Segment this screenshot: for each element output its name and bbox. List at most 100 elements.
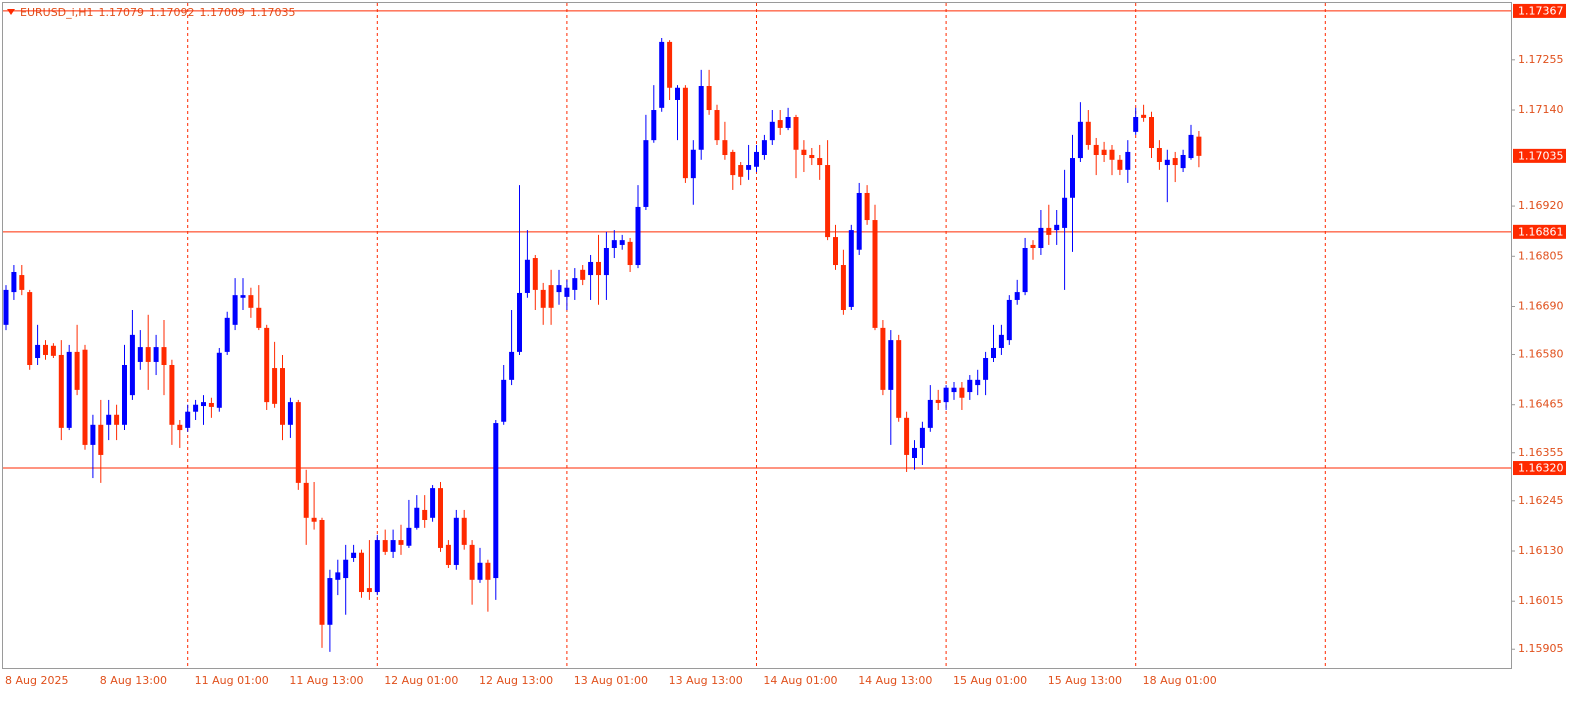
candle-body [493, 423, 499, 579]
candle-body [177, 424, 183, 431]
candle-body [659, 41, 665, 108]
candle-body [769, 121, 775, 141]
candle-body [1109, 149, 1115, 160]
candle-body [1006, 299, 1012, 341]
candle-body [588, 261, 594, 276]
level-tag [1513, 461, 1566, 476]
candle-body [517, 292, 522, 352]
candle-body [1014, 292, 1020, 300]
candle-body [738, 165, 744, 177]
candle-body [461, 517, 467, 545]
candle-body [114, 414, 120, 425]
level-tag [1513, 3, 1566, 18]
candle-body [374, 540, 380, 593]
candle-body [967, 379, 973, 393]
candle-body [635, 206, 641, 266]
candle-body [287, 402, 293, 425]
candle-body [280, 368, 285, 425]
candle-body [935, 399, 941, 403]
candle-body [880, 327, 886, 390]
candle-body [1149, 117, 1154, 149]
price-tag [1513, 148, 1566, 163]
x-tick-label: 14 Aug 01:00 [763, 674, 837, 687]
candle-body [833, 237, 838, 266]
candle-body [256, 307, 262, 328]
candle-body [509, 351, 515, 380]
candle-body [272, 368, 278, 404]
candle-body [74, 351, 80, 390]
candle-body [264, 327, 270, 403]
candle-body [682, 87, 688, 179]
y-tick-label: 1.16015 [1518, 594, 1564, 607]
candle-body [912, 447, 917, 458]
candle-body [343, 559, 349, 579]
candle-body [1077, 121, 1083, 159]
candle-body [809, 154, 815, 159]
x-tick-label: 12 Aug 13:00 [479, 674, 553, 687]
x-tick-label: 11 Aug 13:00 [289, 674, 363, 687]
candle-body [611, 240, 617, 248]
candle-body [580, 269, 586, 280]
x-tick-label: 8 Aug 13:00 [100, 674, 167, 687]
candle-body [1188, 134, 1194, 159]
candle-body [896, 340, 902, 418]
candle-body [232, 295, 238, 325]
level-label: 1.16861 [1518, 225, 1564, 238]
level-tag [1513, 224, 1566, 239]
price-label: 1.17035 [1518, 149, 1564, 162]
candle-body [785, 117, 791, 128]
candle-body [548, 285, 554, 308]
candle-body [927, 399, 933, 428]
candle-body [596, 261, 601, 276]
candle-body [1156, 148, 1162, 162]
candle-body [319, 519, 325, 625]
candle-body [185, 411, 191, 428]
candle-body [556, 285, 562, 293]
candle-body [3, 289, 9, 325]
candle-body [11, 272, 17, 293]
candle-body [524, 259, 530, 293]
candle-body [129, 334, 135, 396]
candle-body [122, 364, 127, 425]
candle-body [485, 562, 491, 580]
candle-body [904, 417, 910, 455]
candle-body [532, 258, 538, 290]
candle-body [1133, 117, 1139, 132]
candle-body [848, 230, 854, 307]
candle-body [414, 507, 420, 528]
candle-body [714, 110, 720, 141]
x-tick-label: 14 Aug 13:00 [858, 674, 932, 687]
y-tick-label: 1.16690 [1518, 299, 1564, 312]
candle-body [201, 402, 206, 407]
candle-body [1196, 136, 1202, 156]
candle-body [1101, 149, 1107, 155]
candle-body [754, 151, 759, 167]
title-close: 1.17035 [250, 6, 296, 19]
candle-body [690, 149, 696, 179]
y-tick-label: 1.17255 [1518, 53, 1564, 66]
x-tick-label: 8 Aug 2025 [5, 674, 68, 687]
candle-body [153, 347, 159, 362]
candle-body [1085, 121, 1091, 145]
candle-body [422, 509, 428, 520]
candle-body [58, 354, 64, 428]
symbol: EURUSD_i,H1 [20, 6, 93, 19]
candle-body [793, 117, 799, 150]
candle-body [169, 364, 175, 425]
candle-body [1022, 247, 1028, 293]
candle-body [1054, 224, 1060, 231]
candle-body [359, 552, 364, 593]
candle-body [295, 402, 301, 483]
y-tick-label: 1.15905 [1518, 642, 1564, 655]
candle-body [943, 387, 949, 403]
candle-body [1046, 227, 1052, 235]
candle-body [1180, 154, 1186, 169]
y-tick-label: 1.16580 [1518, 348, 1564, 361]
candle-body [90, 424, 96, 445]
candle-body [643, 140, 649, 207]
candle-body [603, 247, 609, 276]
candle-body [1125, 151, 1131, 170]
candle-body [351, 552, 357, 558]
candle-body [998, 334, 1004, 348]
